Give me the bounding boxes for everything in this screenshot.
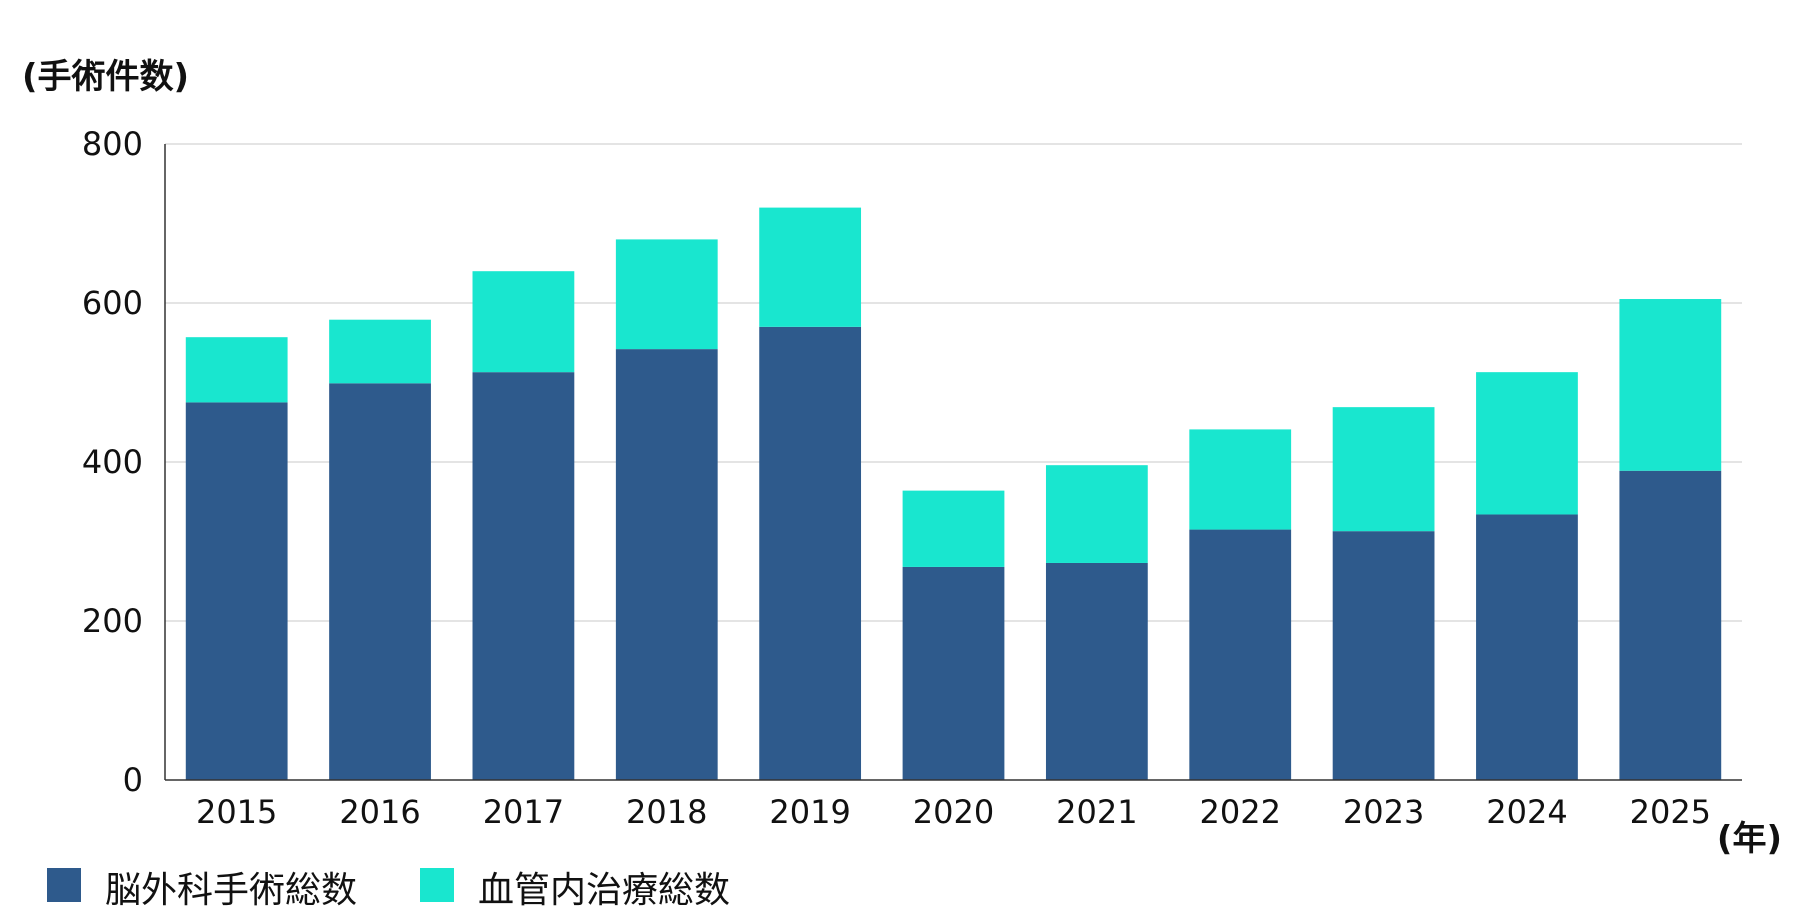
bar-neurosurgery-2019 bbox=[759, 326, 862, 780]
x-tick-label: 2024 bbox=[1486, 793, 1567, 831]
legend-label-endovascular: 血管内治療総数 bbox=[478, 870, 730, 908]
x-tick-label: 2023 bbox=[1343, 793, 1424, 831]
bar-endovascular-2023 bbox=[1332, 407, 1435, 532]
bar-neurosurgery-2017 bbox=[472, 372, 575, 780]
bar-neurosurgery-2021 bbox=[1045, 562, 1148, 780]
x-tick-labels: 2015 2016 2017 2018 2019 2020 2021 2022 2023 2024… bbox=[196, 793, 1711, 831]
legend-swatch-endovascular bbox=[420, 868, 454, 902]
bar-endovascular-2018 bbox=[615, 239, 718, 350]
bar-neurosurgery-2025 bbox=[1619, 470, 1722, 780]
y-tick-label: 400 bbox=[82, 443, 143, 481]
x-tick-label: 2022 bbox=[1200, 793, 1281, 831]
axes bbox=[164, 144, 1742, 781]
x-tick-label: 2016 bbox=[339, 793, 420, 831]
y-tick-labels: 0 200 400 600 800 bbox=[82, 125, 143, 799]
bar-neurosurgery-2024 bbox=[1476, 514, 1578, 780]
legend-label-neurosurgery: 脳外科手術総数 bbox=[105, 870, 357, 908]
legend-swatch-neurosurgery bbox=[47, 868, 81, 902]
bar-neurosurgery-2023 bbox=[1332, 531, 1435, 780]
bar-endovascular-2016 bbox=[329, 319, 431, 384]
bar-neurosurgery-2022 bbox=[1189, 529, 1292, 780]
bar-neurosurgery-2015 bbox=[185, 402, 288, 780]
y-tick-label: 0 bbox=[123, 761, 143, 799]
legend-item-neurosurgery: 脳外科手術総数 bbox=[47, 868, 357, 908]
bars bbox=[185, 207, 1722, 780]
x-tick-label: 2021 bbox=[1056, 793, 1137, 831]
x-tick-label: 2018 bbox=[626, 793, 707, 831]
bar-neurosurgery-2020 bbox=[902, 566, 1005, 780]
x-tick-label: 2015 bbox=[196, 793, 277, 831]
y-axis-title: (手術件数) bbox=[22, 57, 189, 97]
x-tick-label: 2020 bbox=[913, 793, 994, 831]
legend: 脳外科手術総数 血管内治療総数 bbox=[47, 868, 730, 908]
bar-endovascular-2021 bbox=[1045, 465, 1148, 563]
bar-neurosurgery-2016 bbox=[329, 383, 431, 780]
bar-endovascular-2020 bbox=[902, 490, 1005, 567]
bar-endovascular-2022 bbox=[1189, 429, 1292, 530]
y-tick-label: 600 bbox=[82, 284, 143, 322]
x-axis-title: (年) bbox=[1717, 819, 1782, 859]
bar-endovascular-2015 bbox=[185, 337, 288, 403]
bar-endovascular-2019 bbox=[759, 207, 862, 327]
x-tick-label: 2017 bbox=[483, 793, 564, 831]
x-tick-label: 2025 bbox=[1630, 793, 1711, 831]
x-tick-label: 2019 bbox=[769, 793, 850, 831]
y-tick-label: 200 bbox=[82, 602, 143, 640]
bar-endovascular-2025 bbox=[1619, 299, 1722, 471]
bar-endovascular-2024 bbox=[1476, 372, 1578, 515]
legend-item-endovascular: 血管内治療総数 bbox=[420, 868, 730, 908]
y-tick-label: 800 bbox=[82, 125, 143, 163]
bar-endovascular-2017 bbox=[472, 271, 575, 373]
bar-neurosurgery-2018 bbox=[615, 349, 718, 780]
